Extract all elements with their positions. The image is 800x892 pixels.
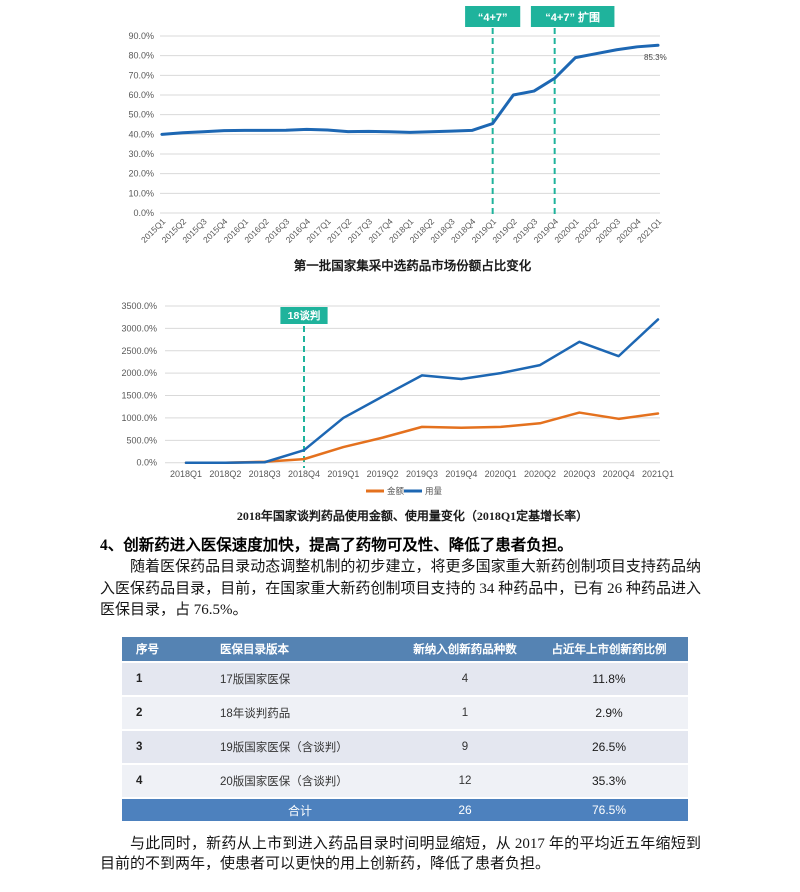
table-cell: 12 (458, 775, 472, 787)
svg-text:40.0%: 40.0% (128, 129, 154, 139)
table-cell: 9 (461, 741, 469, 753)
svg-text:500.0%: 500.0% (126, 435, 157, 445)
svg-text:2500.0%: 2500.0% (121, 346, 157, 356)
table-cell: 2 (136, 707, 143, 719)
svg-text:2018Q4: 2018Q4 (288, 469, 320, 479)
table-cell: 26.5% (591, 740, 627, 754)
svg-text:2019Q1: 2019Q1 (327, 469, 359, 479)
svg-text:2019Q4: 2019Q4 (445, 469, 477, 479)
table-cell: 17版国家医保 (220, 674, 291, 686)
table-cell (122, 799, 200, 821)
svg-text:70.0%: 70.0% (128, 70, 154, 80)
table-cell: 4 (461, 673, 469, 685)
table-cell: 2.9% (595, 706, 623, 720)
svg-text:0.0%: 0.0% (133, 208, 154, 218)
insurance-catalog-table: 序号 医保目录版本 新纳入创新药品种数 占近年上市创新药比例 1 17版国家医保… (122, 637, 688, 821)
svg-text:3500.0%: 3500.0% (121, 301, 157, 311)
table-row: 4 20版国家医保（含谈判） 12 35.3% (122, 765, 688, 797)
table-row: 2 18年谈判药品 1 2.9% (122, 697, 688, 729)
svg-text:“4+7”: “4+7” (478, 12, 508, 24)
table-cell: 11.8% (592, 672, 626, 686)
svg-text:10.0%: 10.0% (128, 188, 154, 198)
table-total-row: 合计 26 76.5% (122, 799, 688, 821)
table-header-cell: 占近年上市创新药比例 (551, 644, 667, 656)
svg-text:1000.0%: 1000.0% (121, 413, 157, 423)
table-cell: 合计 (287, 803, 312, 818)
svg-text:3000.0%: 3000.0% (121, 323, 157, 333)
section-heading: 4、创新药进入医保速度加快，提高了药物可及性、降低了患者负担。 (100, 537, 573, 554)
svg-text:用量: 用量 (425, 486, 443, 496)
table-cell: 4 (136, 775, 143, 787)
svg-text:“4+7” 扩围: “4+7” 扩围 (545, 10, 600, 24)
table-header-cell: 序号 (136, 644, 159, 656)
svg-text:2020Q4: 2020Q4 (603, 469, 635, 479)
svg-text:90.0%: 90.0% (128, 31, 154, 41)
svg-text:20.0%: 20.0% (128, 169, 154, 179)
table-header-cell: 新纳入创新药品种数 (413, 644, 517, 656)
negotiated-drugs-chart: 0.0% 500.0% 1000.0% 1500.0% 2000.0% 2500.0% 30… (121, 301, 674, 496)
svg-text:80.0%: 80.0% (128, 51, 154, 61)
svg-text:30.0%: 30.0% (128, 149, 154, 159)
table-cell: 3 (136, 741, 143, 753)
svg-text:18谈判: 18谈判 (288, 309, 321, 322)
table-cell: 1 (136, 673, 143, 685)
table-row: 3 19版国家医保（含谈判） 9 26.5% (122, 731, 688, 763)
table-cell: 26 (458, 803, 472, 817)
paragraph-medical-insurance: 随着医保药品目录动态调整机制的初步建立，将更多国家重大新药创制项目支持药品纳入医… (100, 559, 701, 618)
svg-text:2018Q2: 2018Q2 (209, 469, 241, 479)
table-cell: 19版国家医保（含谈判） (220, 742, 348, 754)
svg-text:2021Q1: 2021Q1 (642, 469, 674, 479)
table-header-cell: 医保目录版本 (220, 644, 289, 656)
chart2-caption: 2018年国家谈判药品使用金额、使用量变化（2018Q1定基增长率） (236, 509, 589, 523)
chart1-caption: 第一批国家集采中选药品市场份额占比变化 (293, 259, 532, 273)
table-cell: 20版国家医保（含谈判） (220, 776, 348, 788)
paragraph-time-shortened: 与此同时，新药从上市到进入药品目录时间明显缩短，从 2017 年的平均近五年缩短… (100, 836, 701, 873)
svg-text:2020Q2: 2020Q2 (524, 469, 556, 479)
svg-text:1500.0%: 1500.0% (121, 391, 157, 401)
svg-text:0.0%: 0.0% (136, 458, 157, 468)
table-cell: 35.3% (591, 774, 627, 788)
table-header-row: 序号 医保目录版本 新纳入创新药品种数 占近年上市创新药比例 (122, 637, 688, 661)
svg-text:2018Q3: 2018Q3 (249, 469, 281, 479)
market-share-chart: 0.0% 10.0% 20.0% 30.0% 40.0% 50.0% 60.0% 70.0% 8… (128, 6, 667, 245)
svg-text:2019Q2: 2019Q2 (367, 469, 399, 479)
table-cell: 18年谈判药品 (220, 708, 291, 720)
svg-text:2019Q3: 2019Q3 (406, 469, 438, 479)
svg-text:2018Q1: 2018Q1 (170, 469, 202, 479)
table-row: 1 17版国家医保 4 11.8% (122, 663, 688, 695)
svg-text:2000.0%: 2000.0% (121, 368, 157, 378)
svg-text:50.0%: 50.0% (128, 110, 154, 120)
table-cell: 1 (461, 707, 469, 719)
svg-text:60.0%: 60.0% (128, 90, 154, 100)
svg-text:金额: 金额 (387, 486, 405, 496)
table-cell: 76.5% (591, 803, 627, 817)
svg-text:2020Q1: 2020Q1 (485, 469, 517, 479)
svg-text:2020Q3: 2020Q3 (563, 469, 595, 479)
svg-text:85.3%: 85.3% (644, 53, 667, 62)
